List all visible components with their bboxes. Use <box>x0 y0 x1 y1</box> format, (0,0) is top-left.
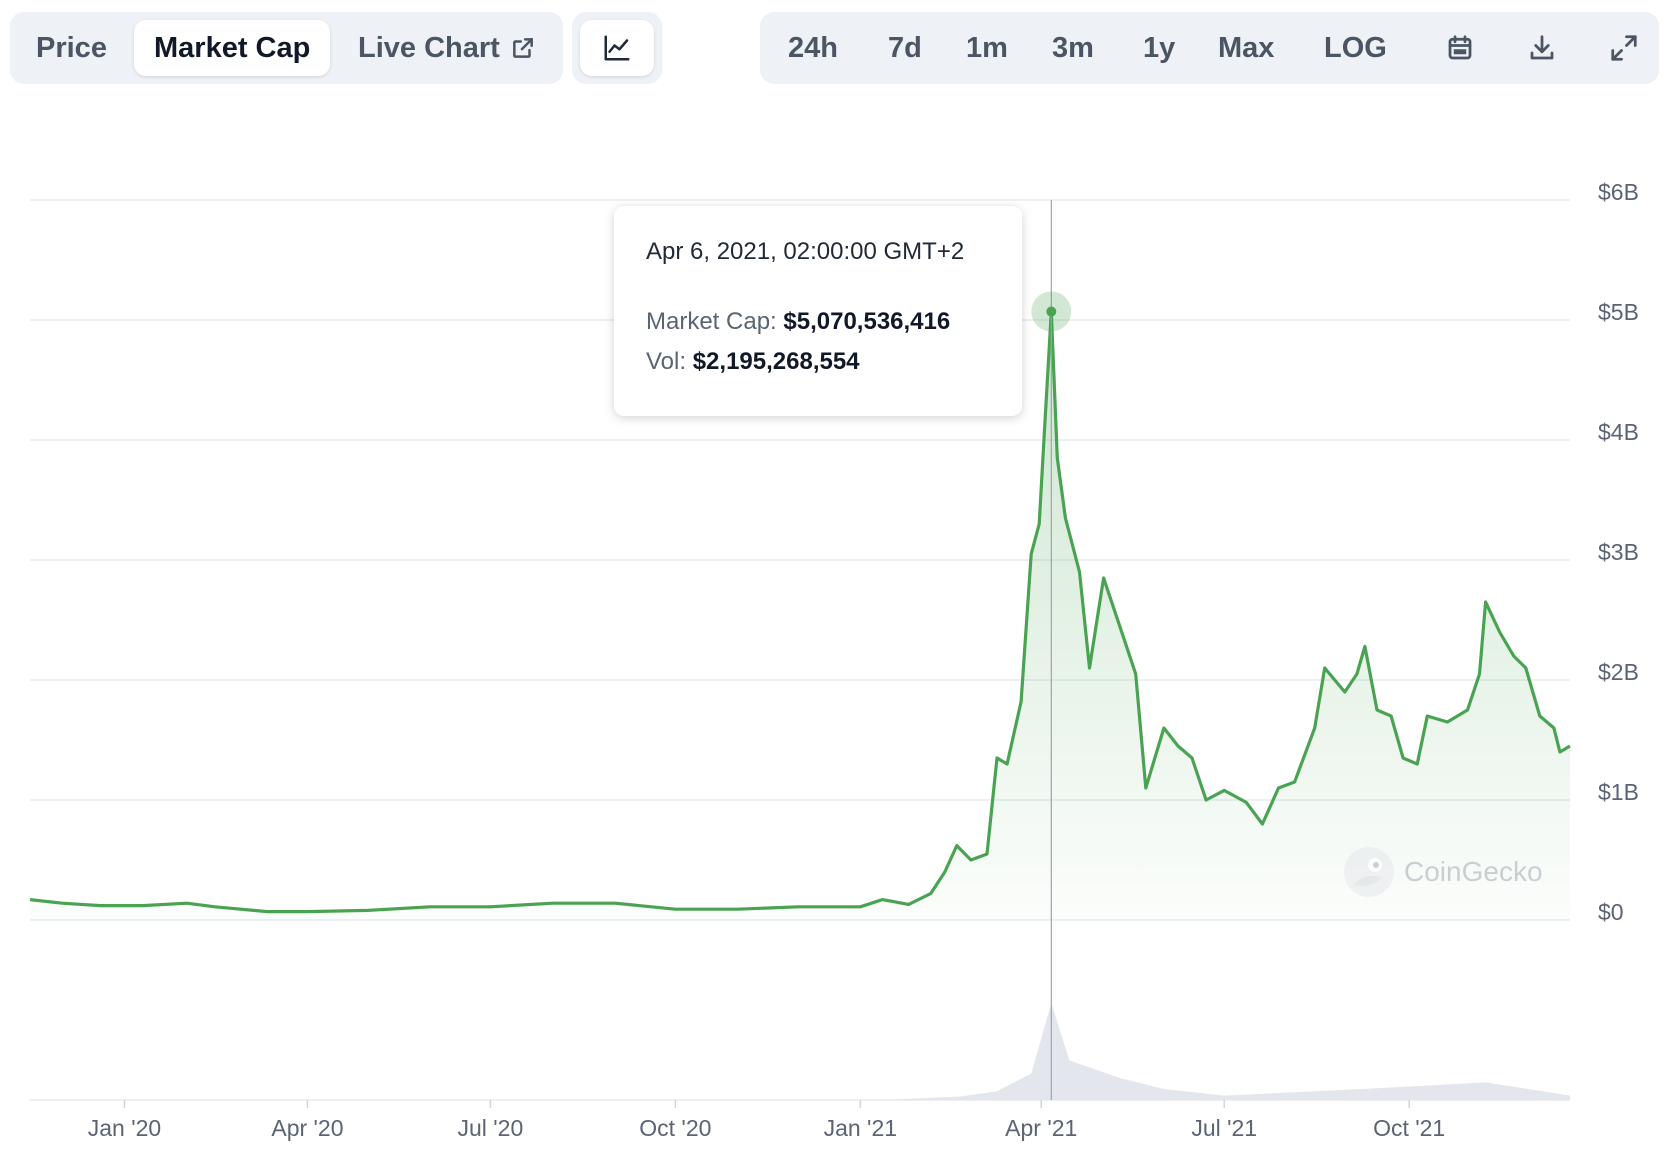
tooltip-date: Apr 6, 2021, 02:00:00 GMT+2 <box>646 238 965 265</box>
download-icon <box>1530 35 1554 60</box>
y-tick-label: $0 <box>1598 899 1624 925</box>
tooltip-volume: Vol: $2,195,268,554 <box>646 348 860 376</box>
y-tick-label: $4B <box>1598 419 1639 445</box>
range-1y[interactable]: 1y <box>1143 32 1176 64</box>
view-tabs: Price Market Cap Live Chart <box>10 12 563 84</box>
tab-live-chart[interactable]: Live Chart <box>358 20 536 76</box>
tooltip-volume-value: $2,195,268,554 <box>692 348 860 375</box>
gecko-logo-icon <box>1344 847 1394 897</box>
range-7d[interactable]: 7d <box>888 32 922 64</box>
x-tick-label: Jan '20 <box>88 1115 161 1141</box>
market-cap-fill <box>30 311 1570 921</box>
calendar-icon <box>1448 35 1472 60</box>
external-link-icon <box>512 38 533 58</box>
y-tick-label: $1B <box>1598 779 1639 805</box>
coingecko-watermark: CoinGecko <box>1342 845 1543 899</box>
expand-icon <box>1611 35 1637 61</box>
tooltip-volume-label: Vol: <box>646 348 687 375</box>
chart-type-group <box>572 12 662 84</box>
range-3m[interactable]: 3m <box>1052 32 1094 64</box>
y-tick-label: $3B <box>1598 539 1639 565</box>
x-axis-labels: Jan '20 Apr '20 Jul '20 Oct '20 Jan '21 Apr '… <box>88 1100 1445 1141</box>
x-tick-label: Jan '21 <box>824 1115 897 1141</box>
tab-market-cap[interactable]: Market Cap <box>134 20 331 76</box>
hover-tooltip: Apr 6, 2021, 02:00:00 GMT+2 Market Cap: … <box>614 206 1022 416</box>
x-tick-label: Oct '20 <box>639 1115 711 1141</box>
line-chart-button[interactable] <box>580 20 654 76</box>
range-24h[interactable]: 24h <box>788 32 838 64</box>
tooltip-market-cap-label: Market Cap: <box>646 308 777 335</box>
x-tick-label: Apr '21 <box>1005 1115 1077 1141</box>
market-cap-area <box>30 311 1570 921</box>
line-chart-icon <box>604 35 630 61</box>
market-cap-line <box>29 310 1571 914</box>
y-axis-labels: $0 $1B $2B $3B $4B $5B $6B <box>1598 179 1639 925</box>
x-tick-label: Jul '20 <box>458 1115 524 1141</box>
y-tick-label: $5B <box>1598 299 1639 325</box>
fullscreen-button[interactable] <box>1596 20 1652 76</box>
y-tick-label: $6B <box>1598 179 1639 205</box>
watermark-text: CoinGecko <box>1404 856 1543 887</box>
live-chart-label: Live Chart <box>358 32 500 64</box>
x-tick-label: Oct '21 <box>1373 1115 1445 1141</box>
volume-bars <box>30 1003 1570 1100</box>
download-button[interactable] <box>1514 20 1570 76</box>
range-1m[interactable]: 1m <box>966 32 1008 64</box>
x-tick-label: Apr '20 <box>271 1115 343 1141</box>
tab-price[interactable]: Price <box>36 32 107 64</box>
y-tick-label: $2B <box>1598 659 1639 685</box>
x-tick-label: Jul '21 <box>1191 1115 1257 1141</box>
hover-point <box>1046 306 1057 317</box>
hover-cursor <box>1031 200 1072 1100</box>
volume-area <box>30 1003 1570 1100</box>
tooltip-market-cap-value: $5,070,536,416 <box>783 308 951 335</box>
log-scale-toggle[interactable]: LOG <box>1324 32 1387 64</box>
range-selector: 24h 7d 1m 3m 1y Max LOG <box>760 12 1659 84</box>
tooltip-market-cap: Market Cap: $5,070,536,416 <box>646 308 950 336</box>
calendar-button[interactable] <box>1432 20 1488 76</box>
range-max[interactable]: Max <box>1218 32 1275 64</box>
